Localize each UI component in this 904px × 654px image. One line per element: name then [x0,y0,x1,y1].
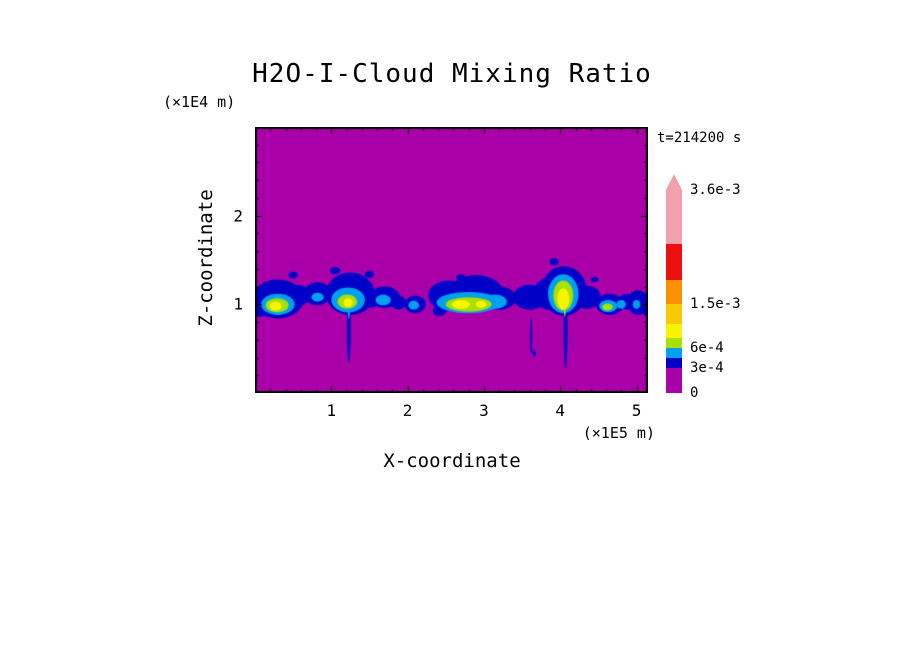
colorbar-segment [666,190,682,244]
colorbar-segment [666,304,682,324]
colorbar-segment [666,368,682,393]
y-tick-label: 1 [233,294,243,314]
x-tick-label: 3 [479,401,489,420]
y-tick-label: 2 [233,206,243,226]
colorbar-tick-label: 3.6e-3 [690,182,741,198]
plot-title: H2O-I-Cloud Mixing Ratio [252,59,652,89]
x-axis-label: X-coordinate [383,450,521,472]
colorbar-segment [666,348,682,358]
heatmap-plot-canvas [255,127,648,393]
colorbar-segment [666,280,682,304]
x-axis-unit-label: (×1E5 m) [582,424,655,442]
colorbar-segment [666,324,682,338]
colorbar-tick-label: 0 [690,385,699,401]
y-axis-unit-label: (×1E4 m) [163,93,236,111]
x-tick-label: 5 [631,401,642,420]
colorbar-tick-label: 3e-4 [690,360,724,376]
colorbar-tick-label: 1.5e-3 [690,296,741,312]
time-stamp: t=214200 s [657,130,742,146]
colorbar-segment [666,358,682,368]
x-tick-label: 1 [326,401,337,420]
colorbar-tick-label: 6e-4 [690,340,724,356]
x-tick-label: 4 [555,401,566,420]
colorbar-arrow [666,174,682,190]
colorbar-segment [666,244,682,280]
colorbar-segment [666,338,682,348]
y-axis-label: Z-coordinate [195,189,217,327]
x-tick-label: 2 [402,401,413,420]
